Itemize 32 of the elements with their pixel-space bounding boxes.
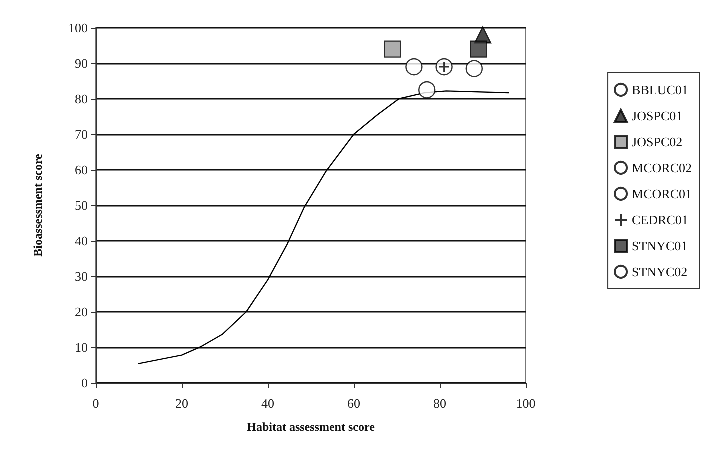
point [470,40,488,58]
y-tick-label: 40 [75,234,88,248]
x-tick-label: 0 [92,396,100,411]
legend-label: BBLUC01 [632,82,688,98]
legend-label: JOSPC02 [632,134,683,150]
x-axis-title: Habitat assessment score [247,420,376,434]
y-tick-label: 30 [75,269,88,284]
legend-label: STNYC02 [632,264,688,280]
y-tick-label: 70 [75,127,88,142]
y-tick-label: 50 [75,198,88,213]
legend-label: MCORC01 [632,186,692,202]
legend-label: JOSPC01 [632,108,683,124]
legend-label: CEDRC01 [632,212,688,228]
x-tick-label: 40 [262,396,274,411]
y-tick-label: 100 [68,20,88,36]
legend-label: STNYC01 [632,238,688,254]
y-tick-label: 90 [75,56,88,71]
point [384,40,402,58]
y-tick-label: 0 [82,376,88,390]
y-tick-label: 80 [75,92,88,106]
y-axis-title: Bioassessment score [31,153,45,257]
point [466,60,483,78]
point [418,82,436,99]
y-tick-label: 20 [75,304,88,320]
x-tick-label: 80 [434,396,446,411]
x-tick-label: 60 [348,396,360,411]
x-tick-label: 20 [176,396,188,411]
x-tick-label: 100 [516,396,536,411]
legend-label: MCORC02 [632,160,692,176]
y-tick-label: 60 [75,162,88,178]
y-tick-label: 10 [75,340,88,355]
point [406,58,423,76]
